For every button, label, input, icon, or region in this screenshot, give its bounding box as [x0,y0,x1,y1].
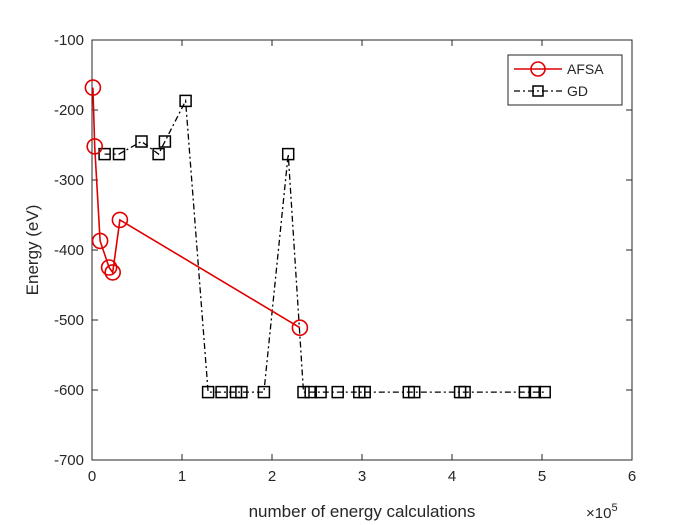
axis-ticks: 0 1 2 3 4 5 6 -100 -200 -300 -400 -500 -600 -700 [54,32,636,485]
data-point-gd [538,385,551,399]
data-point-gd [358,385,371,399]
data-point-gd [297,385,310,399]
y-tick-label: -200 [54,102,84,119]
data-point-afsa [291,319,309,337]
series-layer [84,79,551,399]
data-point-gd [407,385,421,399]
x-tick-label: 0 [88,468,96,485]
legend: AFSA GD [507,54,623,106]
y-tick-label: -300 [54,172,84,189]
legend-entry-afsa: AFSA [514,61,604,77]
series-afsa [84,79,309,337]
series-gd [98,94,551,399]
series-line-gd [104,98,545,393]
data-point-gd [331,385,344,399]
x-tick-label: 1 [178,468,186,485]
legend-afsa-marker [530,61,546,77]
x-exponent-base: ×10 [586,505,611,522]
y-tick-label: -100 [54,32,84,49]
y-tick-label: -500 [54,312,84,329]
data-point-gd [135,135,148,148]
series-line-afsa [92,87,301,329]
plot-area [91,39,633,461]
plot-frame [91,39,633,461]
data-point-gd [458,385,471,399]
svg-text:×105: ×105 [586,502,618,522]
x-axis-label: number of energy calculations [249,502,476,521]
data-point-afsa [91,232,109,250]
legend-afsa-label: AFSA [567,61,604,77]
data-point-afsa [86,138,103,155]
data-point-gd [112,147,126,161]
x-exponent: ×105 [586,502,618,522]
data-point-gd [281,147,295,161]
data-point-gd [98,147,111,161]
data-point-afsa [104,264,121,281]
data-point-gd [215,385,228,399]
data-point-gd [304,385,317,399]
data-point-gd [235,385,248,399]
data-point-gd [179,94,192,108]
data-point-gd [152,147,165,161]
x-tick-label: 2 [268,468,276,485]
data-point-gd [257,385,271,399]
x-tick-label: 4 [448,468,456,485]
data-point-gd [201,385,215,399]
data-point-afsa [84,79,102,96]
legend-box [507,54,623,106]
data-point-afsa [100,259,118,276]
y-tick-label: -600 [54,382,84,399]
y-tick-label: -700 [54,452,84,469]
legend-gd-label: GD [567,83,588,99]
data-point-gd [158,135,172,148]
x-tick-label: 6 [628,468,636,485]
x-tick-label: 3 [358,468,366,485]
y-axis-label: Energy (eV) [23,205,42,296]
data-point-gd [314,385,327,399]
x-exponent-power: 5 [611,502,617,514]
data-point-afsa [111,211,129,229]
legend-gd-marker [532,85,544,97]
legend-entry-gd: GD [514,83,588,99]
data-point-gd [518,385,532,399]
x-tick-label: 5 [538,468,546,485]
y-tick-label: -400 [54,242,84,259]
data-point-gd [528,385,542,399]
